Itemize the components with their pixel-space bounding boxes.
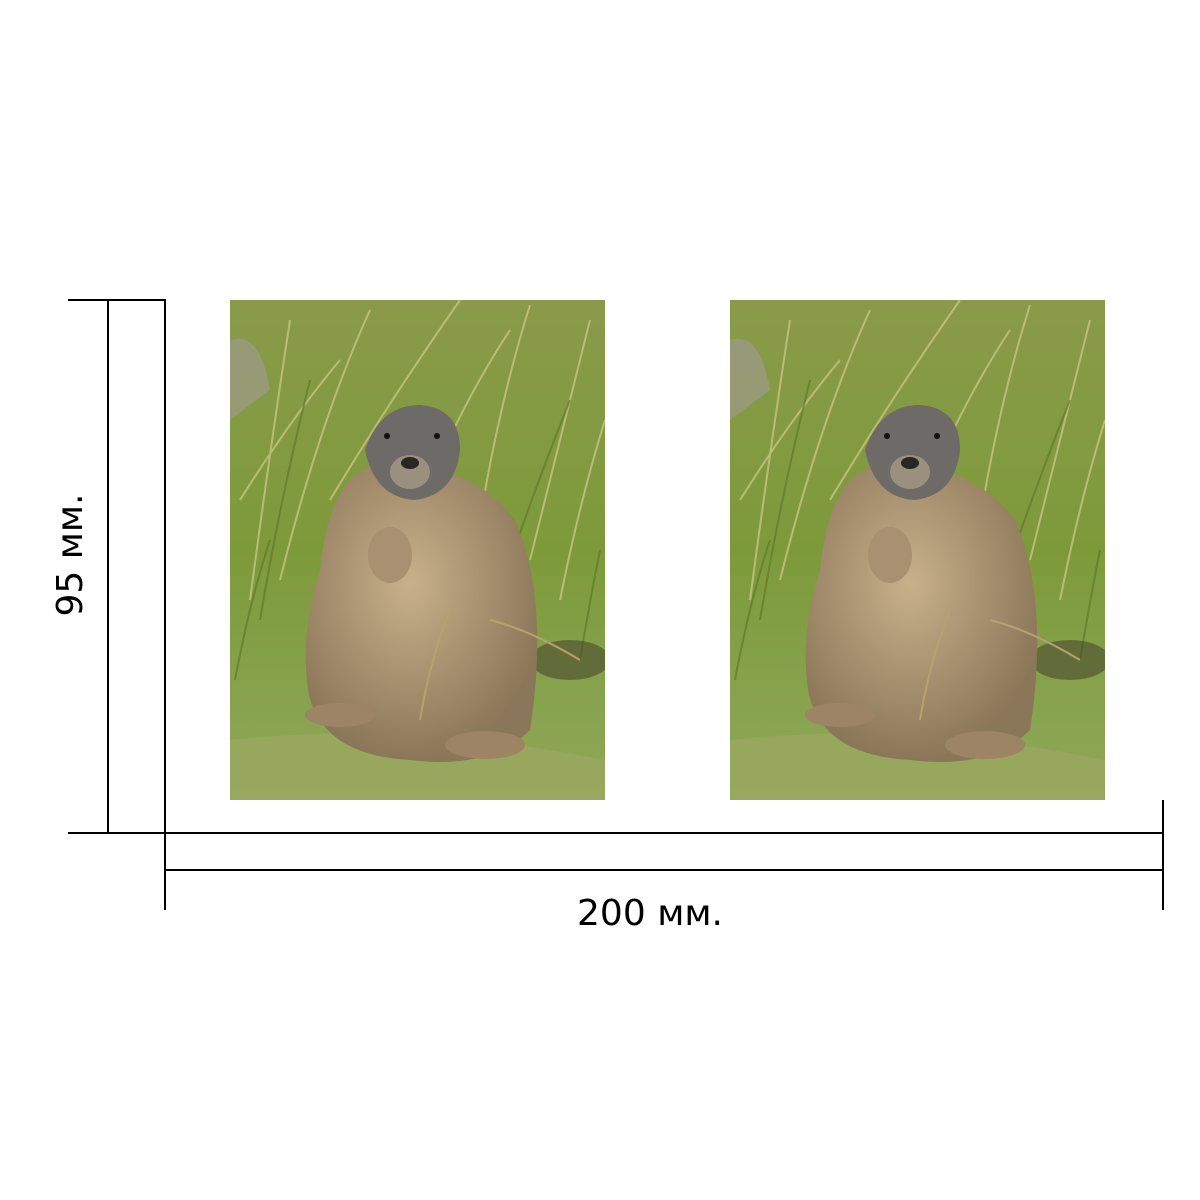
width-dimension: 200 мм. — [164, 800, 1164, 934]
photo-right — [730, 300, 1110, 800]
height-dimension: 95 мм. — [50, 299, 166, 834]
product-photos — [230, 300, 1110, 800]
width-label: 200 мм. — [577, 893, 723, 934]
height-label: 95 мм. — [50, 493, 91, 616]
photo-left — [230, 300, 610, 800]
